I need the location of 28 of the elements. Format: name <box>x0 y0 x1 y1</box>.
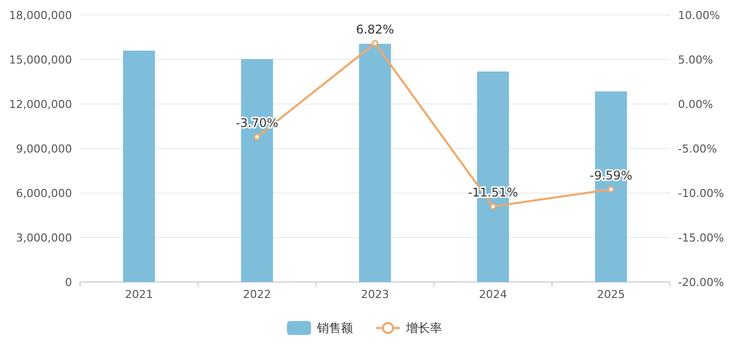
y2-tick-label: 5.00% <box>678 54 713 66</box>
y2-tick-label: -10.00% <box>678 187 724 200</box>
y-tick-label: 18,000,000 <box>9 9 72 22</box>
x-tick-label: 2021 <box>125 288 153 301</box>
point <box>608 186 614 193</box>
y-tick-label: 0 <box>65 276 72 289</box>
point <box>254 134 260 140</box>
x-tick-label: 2022 <box>243 288 271 301</box>
y-tick-label: 3,000,000 <box>16 232 72 244</box>
x-tick-label: 2025 <box>597 288 625 301</box>
y2-tick-label: 0.00% <box>678 98 713 111</box>
data-label: 6.82% <box>356 22 394 36</box>
y-tick-label: 15,000,000 <box>9 54 72 66</box>
legend-label: 销售额 <box>316 321 353 335</box>
y-tick-label: 12,000,000 <box>9 98 72 111</box>
legend-label: 增长率 <box>405 321 442 335</box>
y-tick-label: 9,000,000 <box>16 142 72 156</box>
y2-tick-label: -15.00% <box>678 232 724 244</box>
bar <box>123 50 155 282</box>
y2-tick-label: -20.00% <box>678 276 724 289</box>
y-tick-label: 6,000,000 <box>16 187 72 200</box>
y2-tick-label: 10.00% <box>678 9 720 22</box>
bar <box>359 44 391 282</box>
x-tick-label: 2023 <box>361 288 389 301</box>
point <box>490 203 496 210</box>
x-tick-label: 2024 <box>479 288 507 301</box>
y2-tick-label: -5.00% <box>678 142 717 156</box>
point <box>372 40 378 47</box>
